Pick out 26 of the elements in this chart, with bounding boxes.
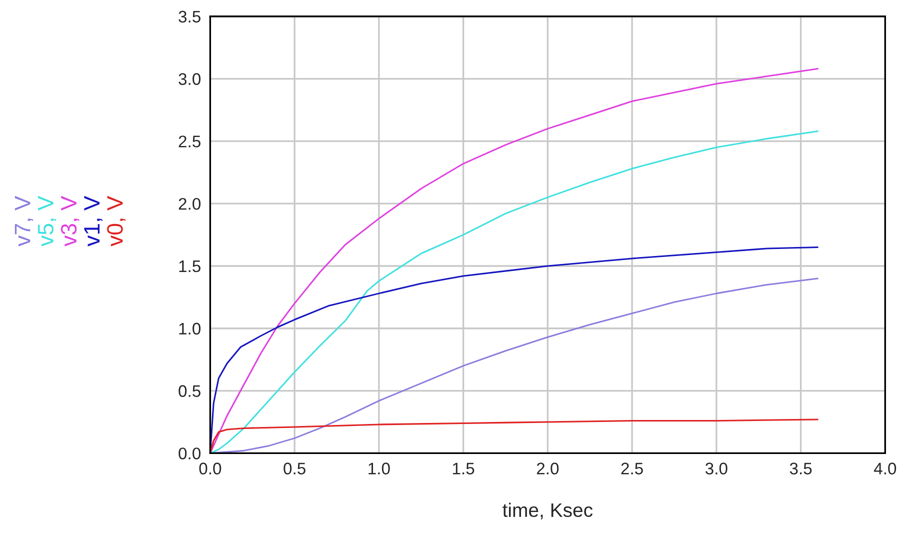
x-tick-label: 1.0	[368, 462, 390, 474]
y-tick-label: 0.0	[178, 448, 201, 460]
x-axis-title: time, Ksec	[502, 502, 593, 520]
x-tick-label: 2.5	[621, 462, 643, 474]
text: v5, V	[38, 196, 56, 246]
x-tick-label: 3.5	[790, 462, 812, 474]
y-tick-label: 2.0	[178, 198, 201, 210]
y-tick-label: 3.5	[178, 10, 200, 23]
line-series	[210, 130, 818, 454]
y-tick-label: 1.0	[179, 322, 201, 335]
y-tick-label: 1.5	[179, 260, 200, 272]
line-series	[210, 418, 818, 454]
x-tick-label: 4.0	[874, 462, 896, 474]
y-tick-label: 3.0	[178, 73, 201, 85]
text: v7, V	[14, 196, 34, 246]
y-tick-label: 2.5	[178, 136, 200, 148]
text: v1, V	[84, 196, 102, 246]
x-tick-label: 0.5	[284, 462, 306, 474]
x-tick-label: 1.5	[452, 462, 474, 474]
x-tick-label: 2.0	[536, 462, 559, 474]
text: v3, V	[60, 196, 80, 246]
x-tick-label: 0.0	[199, 462, 222, 474]
y-tick-label: 0.5	[178, 385, 200, 397]
x-tick-label: 3.0	[705, 462, 728, 474]
line-series	[210, 68, 818, 454]
text: v0, V	[107, 196, 126, 246]
